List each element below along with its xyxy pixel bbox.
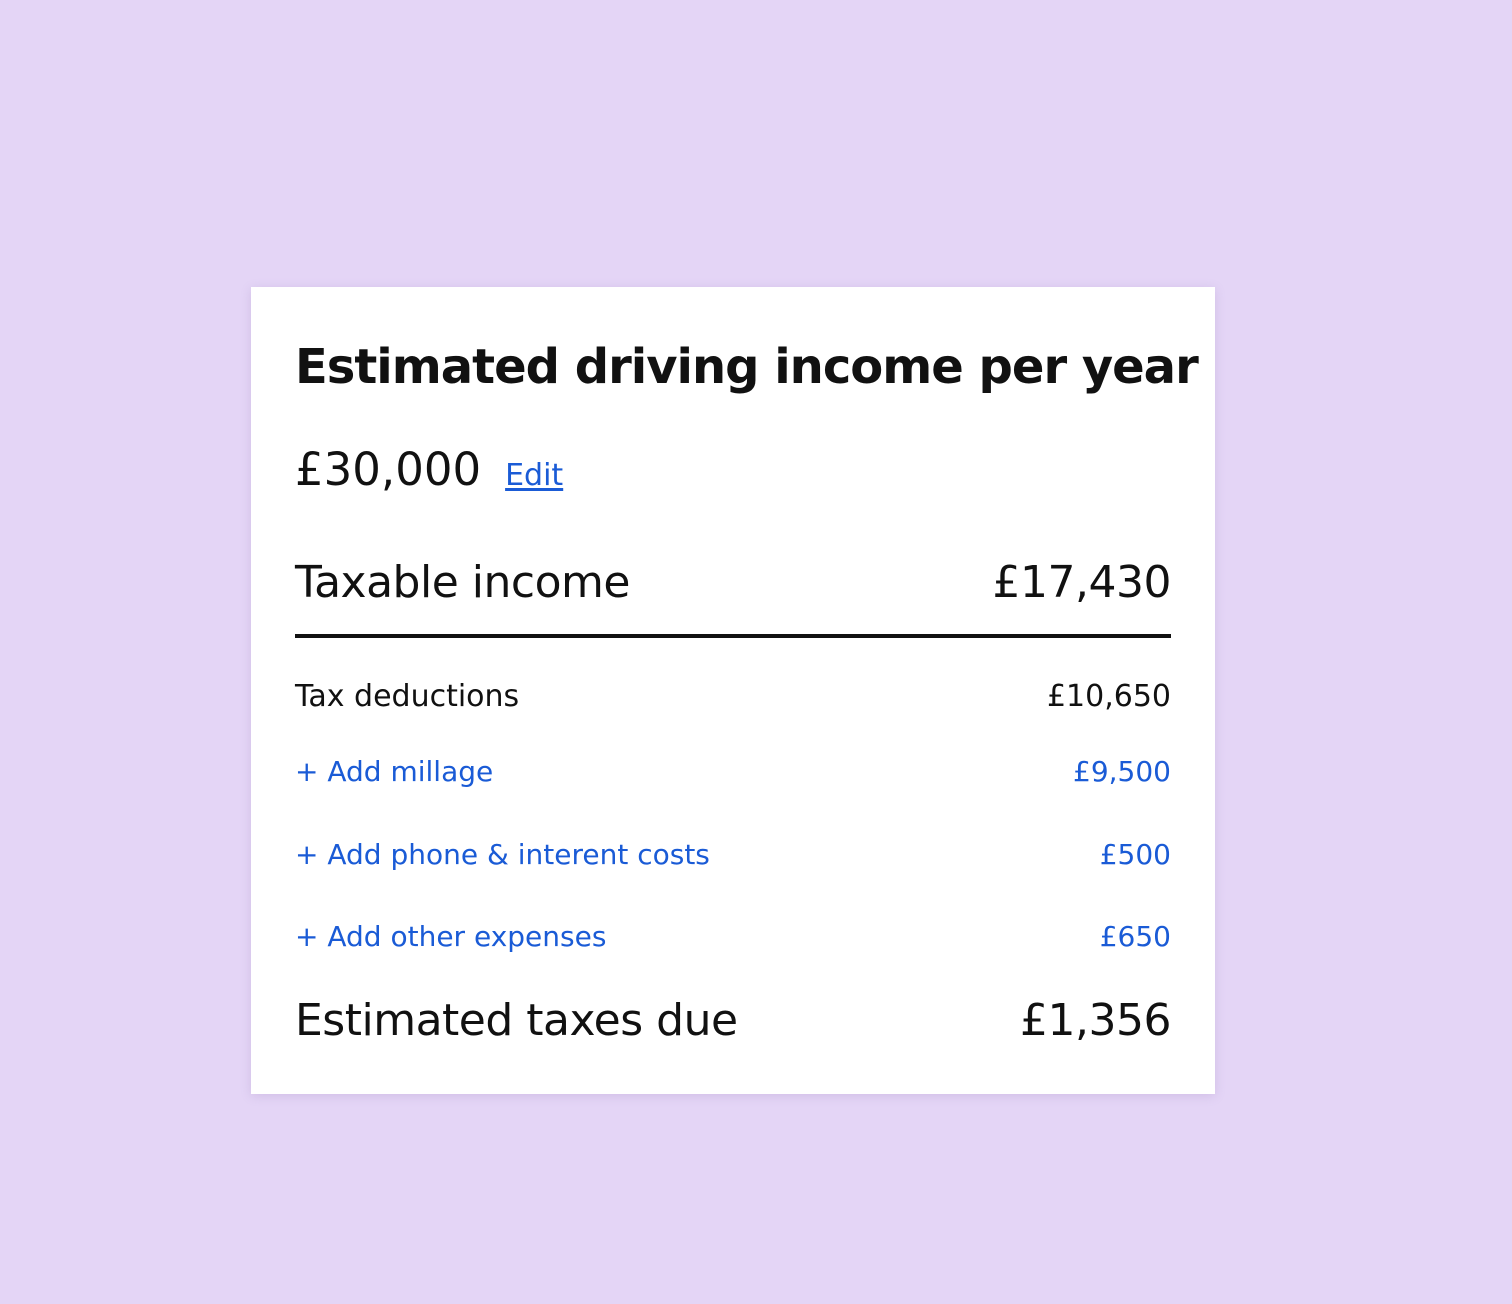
income-amount: £30,000 <box>295 443 482 496</box>
add-other-expenses-row[interactable]: + Add other expenses £650 <box>295 920 1171 953</box>
divider <box>295 634 1171 638</box>
tax-deductions-label: Tax deductions <box>295 679 520 714</box>
tax-deductions-value: £10,650 <box>1046 679 1171 714</box>
taxable-income-row: Taxable income £17,430 <box>295 557 1172 608</box>
add-other-expenses-link[interactable]: + Add other expenses <box>295 920 607 953</box>
edit-income-link[interactable]: Edit <box>505 458 564 493</box>
estimated-taxes-row: Estimated taxes due £1,356 <box>295 995 1171 1046</box>
estimated-taxes-value: £1,356 <box>1020 995 1171 1046</box>
income-row: £30,000 Edit <box>295 443 563 496</box>
estimated-taxes-label: Estimated taxes due <box>295 995 738 1046</box>
phone-internet-value[interactable]: £500 <box>1099 838 1171 871</box>
mileage-value[interactable]: £9,500 <box>1073 755 1171 788</box>
add-phone-internet-link[interactable]: + Add phone & interent costs <box>295 838 710 871</box>
add-mileage-link[interactable]: + Add millage <box>295 755 494 788</box>
taxable-income-value: £17,430 <box>992 557 1172 608</box>
card-title: Estimated driving income per year <box>295 339 1199 395</box>
tax-deductions-row: Tax deductions £10,650 <box>295 679 1171 714</box>
add-mileage-row[interactable]: + Add millage £9,500 <box>295 755 1171 788</box>
add-phone-internet-row[interactable]: + Add phone & interent costs £500 <box>295 838 1171 871</box>
taxable-income-label: Taxable income <box>295 557 630 608</box>
other-expenses-value[interactable]: £650 <box>1099 920 1171 953</box>
tax-estimate-card: Estimated driving income per year £30,00… <box>251 287 1215 1094</box>
